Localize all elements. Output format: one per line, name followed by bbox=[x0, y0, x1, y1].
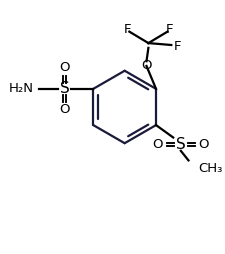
Text: O: O bbox=[141, 59, 151, 72]
Text: O: O bbox=[59, 61, 70, 74]
Text: S: S bbox=[60, 81, 69, 96]
Text: O: O bbox=[198, 138, 208, 151]
Text: S: S bbox=[175, 137, 185, 152]
Text: O: O bbox=[152, 138, 162, 151]
Text: F: F bbox=[173, 40, 180, 53]
Text: O: O bbox=[59, 103, 70, 116]
Text: F: F bbox=[165, 23, 172, 36]
Text: F: F bbox=[123, 23, 130, 36]
Text: H₂N: H₂N bbox=[9, 82, 34, 95]
Text: CH₃: CH₃ bbox=[197, 162, 221, 174]
